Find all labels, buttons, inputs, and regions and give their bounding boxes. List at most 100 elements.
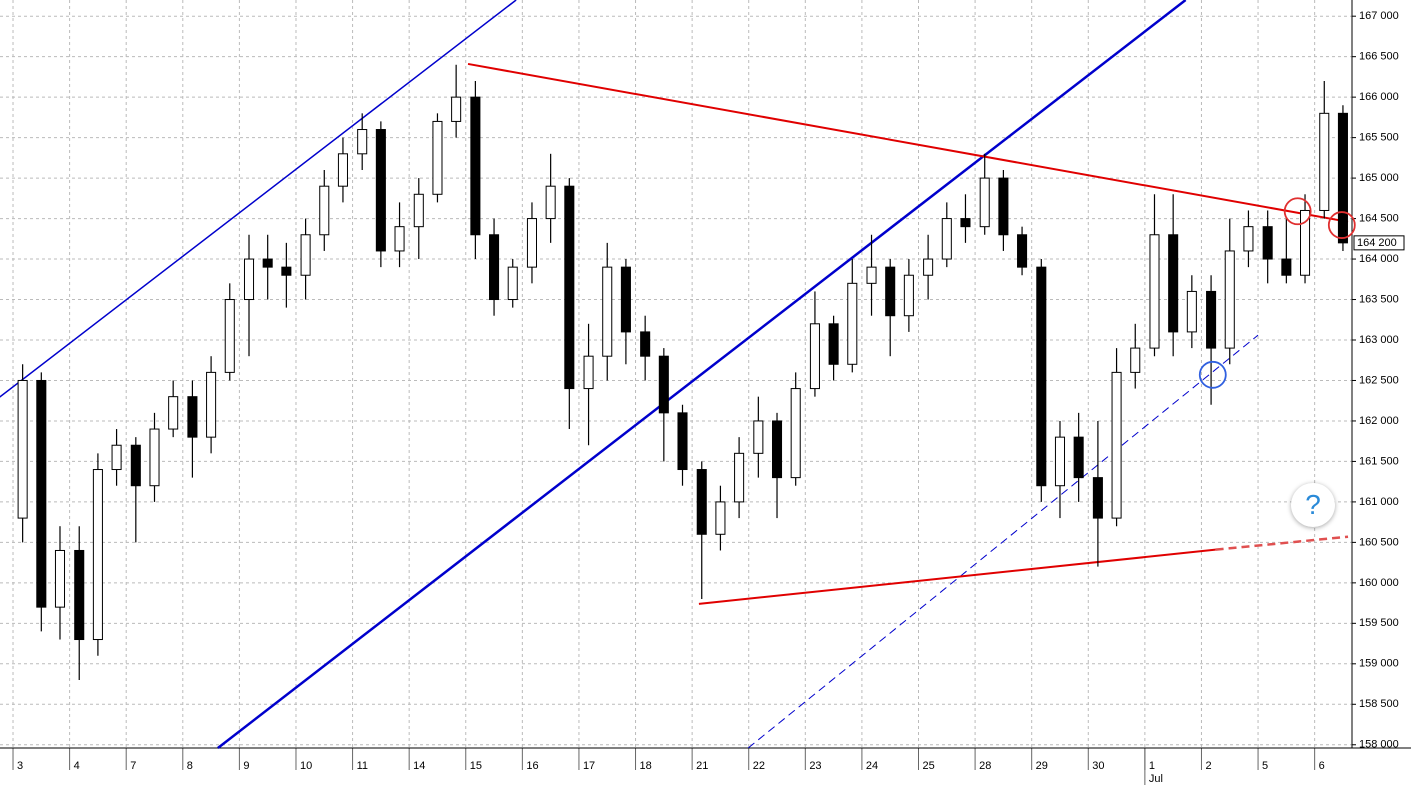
candle-body — [998, 177, 1009, 236]
candle-body — [1300, 209, 1311, 276]
candle-body — [262, 258, 273, 268]
candle-body — [1337, 112, 1348, 244]
last-price-label: 164 200 — [1357, 237, 1397, 249]
candle-body — [923, 258, 934, 276]
candle-body — [866, 266, 877, 284]
candle-body — [658, 355, 669, 414]
trend-line — [747, 334, 1259, 749]
candle-body — [885, 266, 896, 317]
trend-line — [1215, 535, 1349, 551]
y-tick-label: 158 500 — [1359, 698, 1399, 710]
x-tick-label: 17 — [583, 760, 595, 772]
candle-body — [1224, 250, 1235, 349]
x-tick-label: 8 — [187, 760, 193, 772]
candle-body — [583, 355, 594, 390]
candle-body — [36, 379, 47, 608]
candle-body — [489, 234, 500, 301]
x-tick-label: 11 — [357, 760, 368, 772]
candle-body — [168, 396, 179, 430]
candle-body — [54, 549, 66, 608]
x-tick-label: 16 — [526, 760, 538, 772]
candle-body — [1319, 112, 1330, 211]
candle-body — [790, 388, 801, 479]
x-tick-label: 5 — [1262, 760, 1268, 772]
candle-body — [74, 549, 85, 641]
x-tick-label: 28 — [979, 760, 991, 772]
trend-line — [698, 548, 1216, 605]
candle-body — [979, 177, 990, 228]
candle-body — [771, 420, 783, 479]
candle-body — [960, 218, 971, 228]
candle-body — [243, 258, 255, 301]
x-tick-label: 14 — [413, 760, 425, 772]
y-tick-label: 161 500 — [1359, 455, 1399, 467]
y-tick-label: 165 500 — [1359, 132, 1399, 144]
x-tick-label: 22 — [753, 760, 765, 772]
candle-body — [394, 226, 405, 252]
candle-body — [564, 185, 575, 390]
trend-line — [0, 0, 517, 398]
candle-body — [149, 428, 160, 487]
candle-body — [111, 444, 122, 471]
candle-body — [1206, 290, 1217, 349]
y-tick-label: 167 000 — [1359, 10, 1399, 22]
candle-body — [620, 266, 631, 333]
candle-body — [602, 266, 613, 357]
x-tick-label: 18 — [640, 760, 652, 772]
trend-line — [217, 0, 1187, 749]
candle-body — [319, 185, 330, 236]
candle-body — [809, 323, 820, 390]
y-tick-label: 163 000 — [1359, 334, 1399, 346]
candle-body — [1073, 436, 1084, 479]
candle-body — [451, 96, 462, 122]
candle-body — [526, 218, 537, 268]
candle-body — [357, 129, 368, 155]
y-tick-label: 161 000 — [1359, 496, 1399, 508]
x-tick-label: 2 — [1205, 760, 1211, 772]
candle-body — [507, 266, 518, 301]
candle-body — [1149, 234, 1160, 349]
x-tick-label: 24 — [866, 760, 878, 772]
x-tick-label: 6 — [1319, 760, 1325, 772]
y-tick-label: 158 000 — [1359, 739, 1399, 751]
highlight-circle — [1198, 360, 1227, 389]
help-button[interactable]: ? — [1291, 483, 1335, 527]
candle-body — [375, 129, 386, 252]
highlight-circle — [1327, 211, 1356, 239]
candle-body — [753, 420, 764, 454]
candle-body — [734, 452, 745, 503]
candle-body — [1243, 226, 1254, 252]
candle-body — [696, 469, 707, 535]
x-tick-label: 1 — [1149, 760, 1155, 772]
y-tick-label: 159 000 — [1359, 658, 1399, 670]
y-tick-label: 164 000 — [1359, 253, 1399, 265]
y-tick-label: 159 500 — [1359, 617, 1399, 629]
x-tick-label: 29 — [1036, 760, 1048, 772]
x-tick-label: 10 — [300, 760, 312, 772]
candle-body — [337, 153, 348, 187]
candle-body — [1017, 234, 1028, 268]
y-tick-label: 166 000 — [1359, 91, 1399, 103]
last-price-box — [1353, 235, 1405, 251]
candle-body — [1054, 436, 1066, 487]
candle-body — [206, 371, 217, 438]
candle-body — [903, 274, 914, 317]
candle-body — [1168, 234, 1179, 333]
candle-body — [1281, 258, 1292, 276]
y-tick-label: 160 000 — [1359, 577, 1399, 589]
candle-body — [1111, 371, 1122, 519]
x-tick-label: 23 — [809, 760, 821, 772]
y-tick-label: 162 000 — [1359, 415, 1399, 427]
x-tick-label: 4 — [74, 760, 80, 772]
trend-line — [467, 62, 1349, 223]
candle-body — [1130, 347, 1141, 373]
candle-body — [300, 234, 311, 276]
candle-body — [1036, 266, 1047, 487]
y-tick-label: 165 000 — [1359, 172, 1399, 184]
candle-body — [1186, 290, 1197, 333]
highlight-circle — [1283, 197, 1312, 226]
candle-body — [281, 266, 292, 276]
x-tick-label: 9 — [243, 760, 249, 772]
candle-body — [677, 412, 688, 471]
